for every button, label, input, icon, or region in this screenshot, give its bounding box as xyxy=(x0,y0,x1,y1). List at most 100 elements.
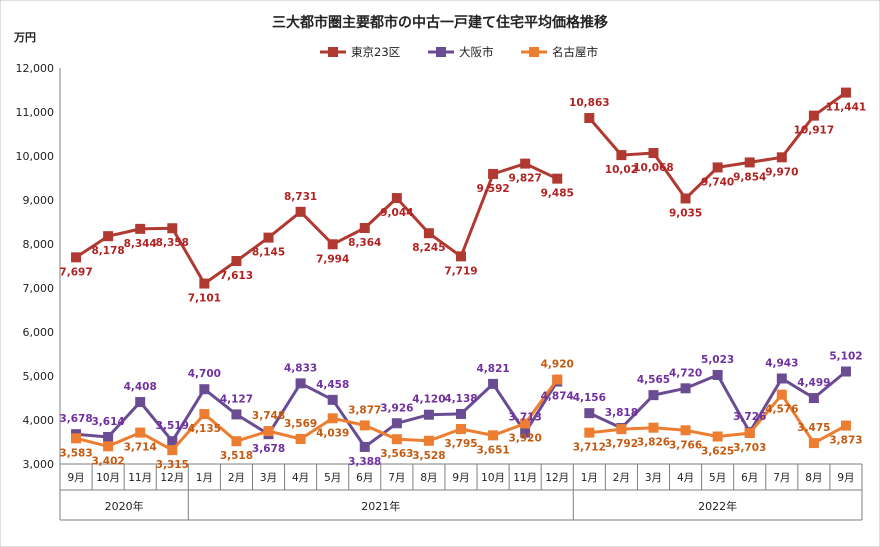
data-point-0 xyxy=(808,110,819,121)
x-tick-label: 1月 xyxy=(196,472,213,484)
data-label: 8,364 xyxy=(348,237,381,249)
data-label: 10,863 xyxy=(569,97,610,109)
data-label: 8,358 xyxy=(156,237,189,249)
data-point-2 xyxy=(103,441,114,452)
data-point-0 xyxy=(680,193,691,204)
data-label: 3,920 xyxy=(509,433,542,445)
x-tick-label: 7月 xyxy=(773,472,790,484)
data-point-0 xyxy=(71,252,82,263)
data-point-2 xyxy=(648,422,659,433)
data-point-1 xyxy=(199,384,210,395)
x-tick-label: 4月 xyxy=(677,472,694,484)
data-label: 7,613 xyxy=(220,270,253,282)
data-point-1 xyxy=(167,436,178,447)
y-tick-label: 12,000 xyxy=(16,62,55,75)
data-point-2 xyxy=(488,430,499,441)
data-label: 7,994 xyxy=(316,253,349,265)
y-tick-label: 10,000 xyxy=(16,150,55,163)
data-label: 9,485 xyxy=(541,188,574,200)
y-tick-label: 5,000 xyxy=(23,370,55,383)
data-point-2 xyxy=(263,426,274,437)
data-label: 3,726 xyxy=(733,411,766,423)
x-tick-label: 5月 xyxy=(709,472,726,484)
y-axis-unit: 万円 xyxy=(13,31,36,44)
data-point-2 xyxy=(840,420,851,431)
data-label: 3,877 xyxy=(348,404,381,416)
data-label: 3,703 xyxy=(733,442,766,454)
x-tick-label: 9月 xyxy=(452,472,469,484)
data-point-0 xyxy=(327,239,338,250)
data-point-0 xyxy=(263,232,274,243)
legend-label: 名古屋市 xyxy=(552,45,598,59)
data-point-0 xyxy=(712,162,723,173)
data-label: 10,02 xyxy=(605,164,638,176)
year-label: 2021年 xyxy=(361,499,400,513)
data-label: 5,023 xyxy=(701,354,734,366)
data-label: 10,068 xyxy=(633,162,674,174)
data-label: 3,766 xyxy=(669,439,702,451)
data-point-2 xyxy=(167,445,178,456)
data-label: 4,408 xyxy=(124,381,157,393)
data-label: 7,719 xyxy=(444,265,477,277)
series-line-0 xyxy=(75,162,558,286)
data-point-1 xyxy=(776,373,787,384)
year-label: 2022年 xyxy=(698,499,737,513)
data-label: 3,818 xyxy=(605,407,638,419)
data-point-1 xyxy=(488,378,499,389)
data-point-1 xyxy=(520,427,531,438)
data-point-2 xyxy=(423,435,434,446)
x-tick-label: 3月 xyxy=(260,472,277,484)
series-line-2 xyxy=(75,378,559,452)
data-point-2 xyxy=(776,389,787,400)
data-label: 9,044 xyxy=(380,207,413,219)
data-point-2 xyxy=(71,433,82,444)
data-point-0 xyxy=(231,256,242,267)
x-tick-label: 2月 xyxy=(613,472,630,484)
data-label: 4,874 xyxy=(541,391,574,403)
y-tick-label: 7,000 xyxy=(23,282,55,295)
x-tick-label: 1月 xyxy=(581,472,598,484)
data-label: 3,563 xyxy=(380,448,413,460)
data-label: 4,943 xyxy=(765,358,798,370)
data-point-2 xyxy=(359,420,370,431)
data-label: 4,127 xyxy=(220,393,253,405)
data-point-0 xyxy=(359,222,370,233)
data-point-1 xyxy=(648,390,659,401)
data-label: 3,678 xyxy=(59,413,92,425)
data-label: 4,833 xyxy=(284,362,317,374)
data-label: 8,178 xyxy=(92,245,125,257)
data-label: 8,145 xyxy=(252,247,285,259)
data-point-0 xyxy=(552,173,563,184)
y-tick-label: 4,000 xyxy=(23,414,55,427)
data-label: 3,475 xyxy=(797,422,830,434)
y-tick-label: 6,000 xyxy=(23,326,55,339)
data-label: 9,854 xyxy=(733,171,766,183)
data-label: 8,245 xyxy=(412,242,445,254)
data-point-2 xyxy=(744,428,755,439)
data-point-1 xyxy=(808,393,819,404)
data-label: 3,519 xyxy=(156,420,189,432)
x-tick-label: 6月 xyxy=(741,472,758,484)
data-label: 3,402 xyxy=(92,455,125,467)
data-label: 3,583 xyxy=(59,447,92,459)
x-tick-label: 10月 xyxy=(481,472,505,484)
data-point-0 xyxy=(584,113,595,124)
x-tick-label: 9月 xyxy=(837,472,854,484)
data-point-0 xyxy=(744,157,755,168)
data-label: 3,795 xyxy=(444,438,477,450)
data-label: 3,792 xyxy=(605,438,638,450)
x-tick-label: 11月 xyxy=(513,472,537,484)
data-label: 11,441 xyxy=(826,102,867,114)
data-label: 3,712 xyxy=(573,442,606,454)
data-point-0 xyxy=(135,223,146,234)
data-label: 5,102 xyxy=(829,351,862,363)
data-point-2 xyxy=(295,433,306,444)
data-label: 9,970 xyxy=(765,166,798,178)
data-point-0 xyxy=(391,193,402,204)
x-tick-label: 8月 xyxy=(805,472,822,484)
data-label: 3,926 xyxy=(380,402,413,414)
data-label: 4,039 xyxy=(316,427,349,439)
chart-title: 三大都市圏主要都市の中古一戸建て住宅平均価格推移 xyxy=(272,14,608,31)
